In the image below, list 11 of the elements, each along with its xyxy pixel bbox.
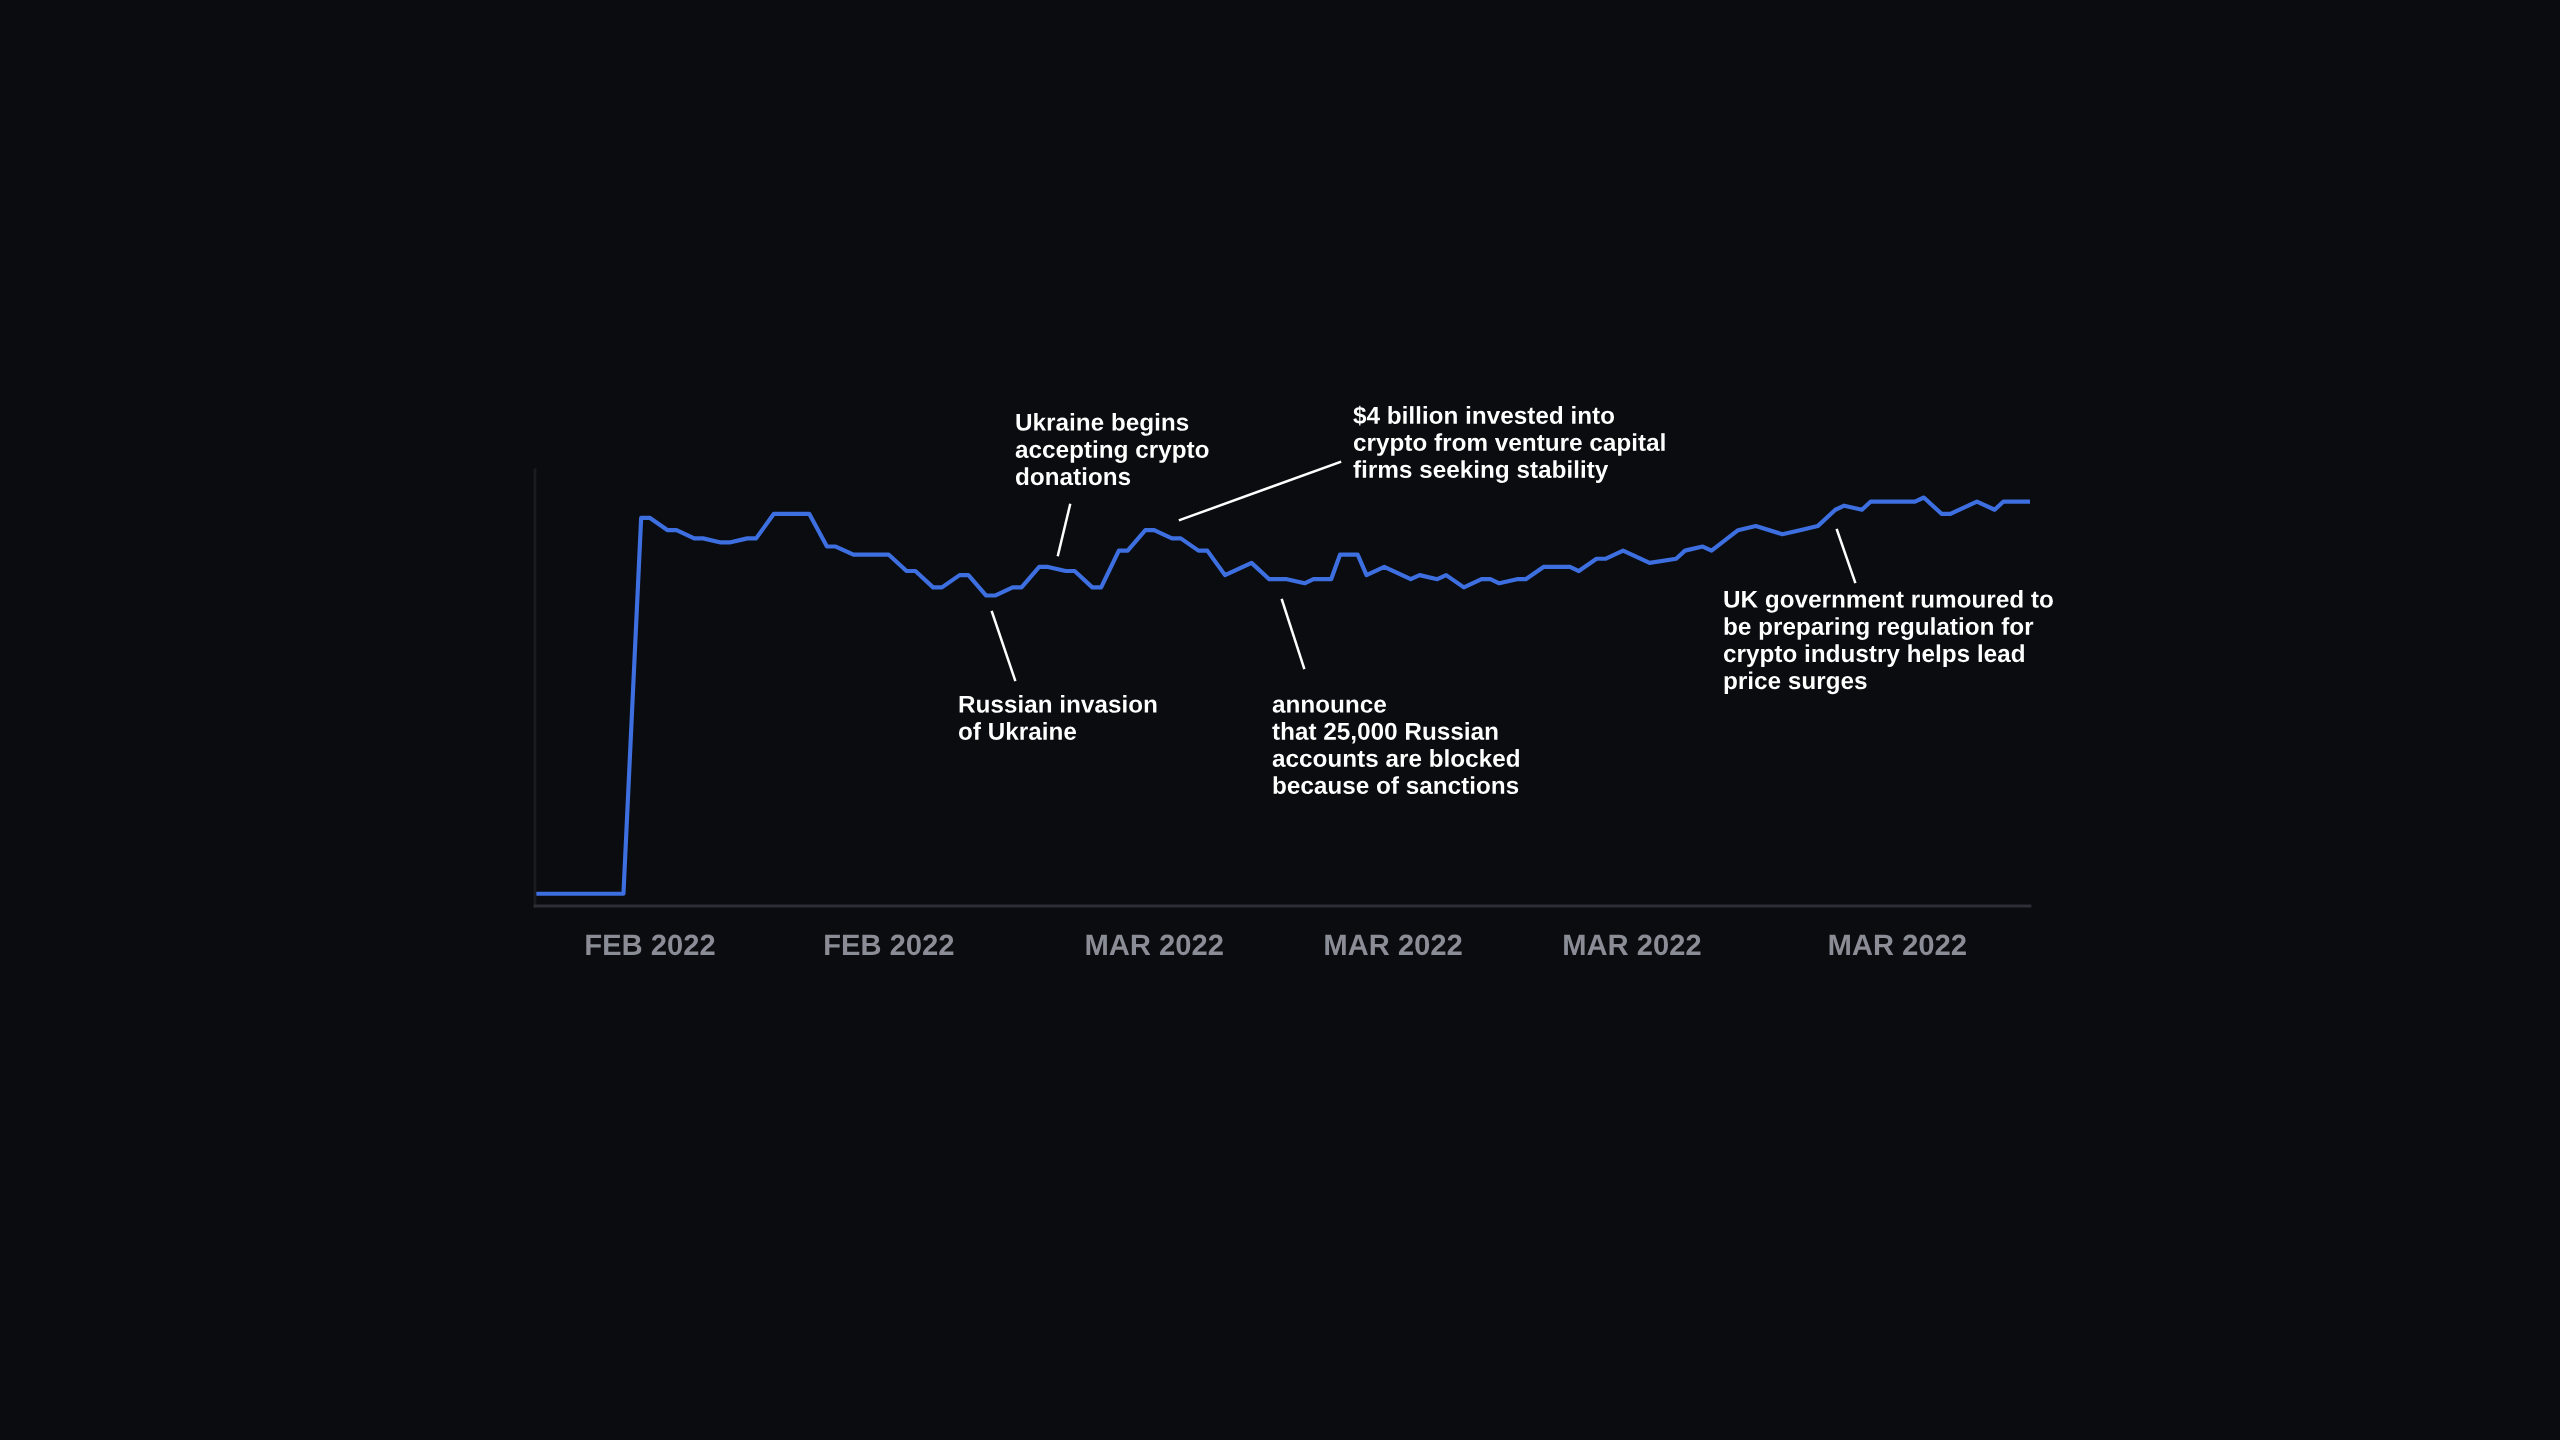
x-tick-label: FEB 2022 (586, 934, 715, 956)
x-tick-label: FEB 2022 (825, 934, 954, 956)
x-tick-label: MAR 2022 (1564, 934, 1701, 956)
x-tick-label: MAR 2022 (1829, 934, 1966, 956)
annotation: Russian invasion of Ukraine (958, 695, 1157, 740)
annotation: announce that 25,000 Russian accounts are blocked because of sanctions (1272, 699, 1519, 795)
x-tick-label: MAR 2022 (1086, 934, 1223, 956)
x-tick-label: MAR 2022 (1325, 934, 1462, 956)
text: Ukraine begins accepting crypto donations (1015, 413, 1209, 486)
text: $4 billion invested into crypto from venture capital firms seeking stability (1353, 405, 1665, 483)
annotation: UK government rumoured to be preparing regulation for crypto industry helps lead price surges (1723, 590, 2053, 695)
